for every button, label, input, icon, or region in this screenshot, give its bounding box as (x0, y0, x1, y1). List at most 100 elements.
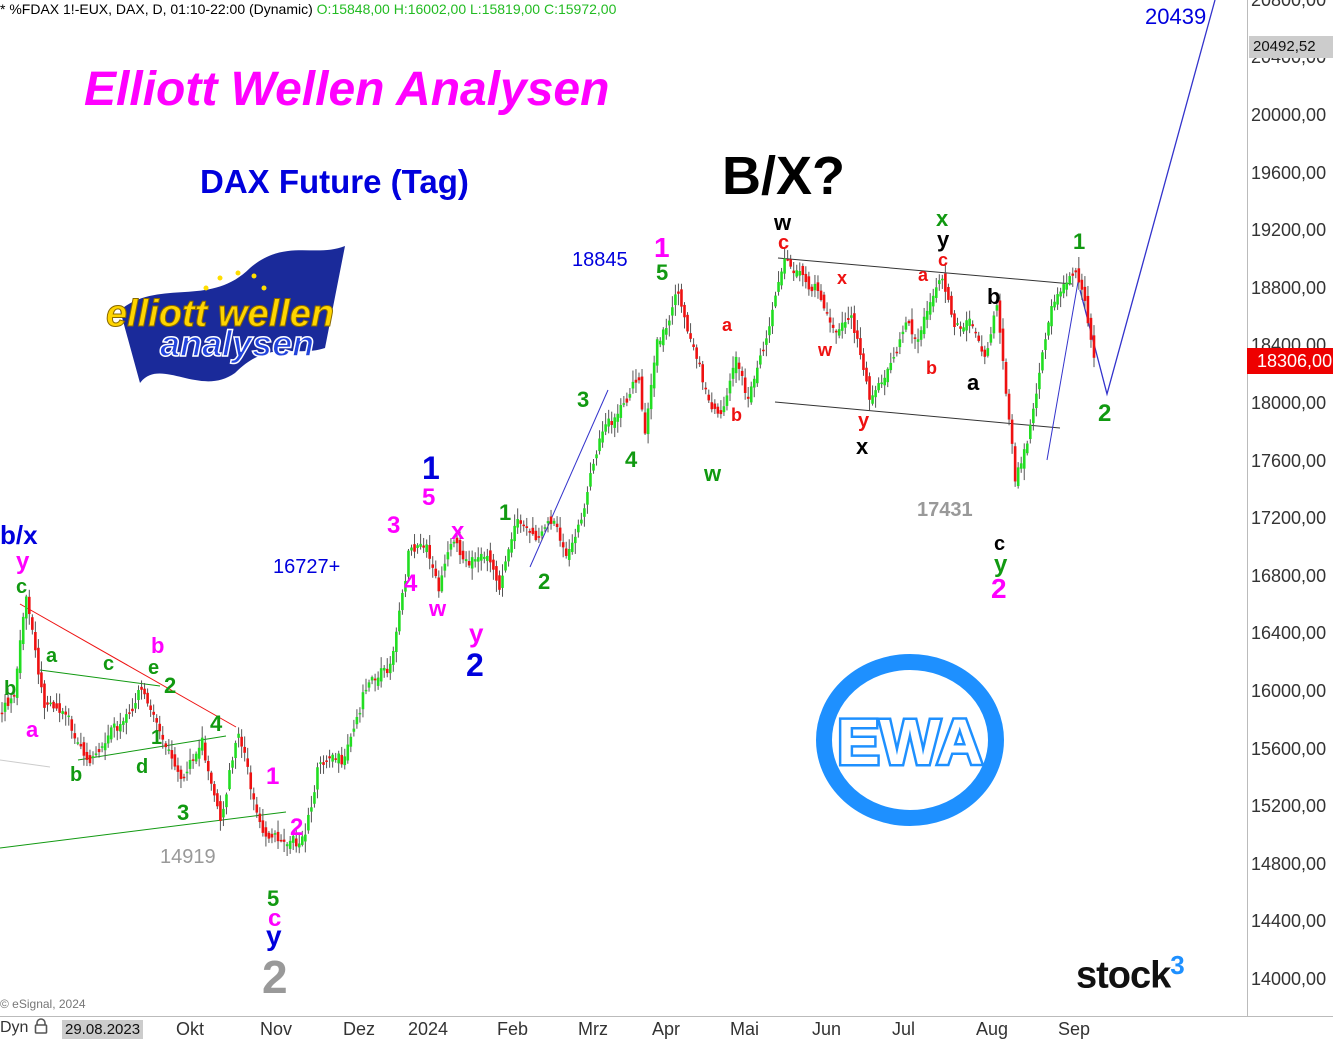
candle-body (1059, 291, 1062, 297)
candle-body (992, 315, 996, 334)
wave-label: c (938, 250, 949, 270)
candle-body (549, 516, 553, 524)
candle-body (301, 836, 304, 845)
candle-body (316, 767, 319, 790)
candle-body (840, 322, 844, 331)
candle-body (962, 327, 965, 332)
candle-body (28, 596, 31, 615)
candle-body (492, 559, 495, 570)
chart-subtitle: DAX Future (Tag) (200, 163, 469, 200)
candle-body (325, 760, 328, 762)
candle-body (768, 326, 771, 336)
wave-label: 2 (991, 573, 1007, 604)
candle-body (361, 692, 365, 710)
candle-body (628, 394, 632, 398)
candle-body (249, 772, 253, 790)
candle-body (1092, 335, 1096, 358)
candle-body (1013, 446, 1017, 482)
candle-body (49, 702, 52, 705)
price-tick-label: 16000,00 (1251, 681, 1327, 701)
candle-body (1065, 282, 1068, 290)
candle-body (97, 749, 101, 753)
candle-body (1056, 294, 1059, 305)
candle-body (519, 520, 522, 524)
start-date: 29.08.2023 (62, 1020, 144, 1039)
wave-label: x (451, 518, 465, 545)
candle-body (546, 521, 550, 524)
candle-body (598, 438, 601, 452)
candle-body (146, 692, 149, 704)
candle-body (167, 749, 171, 751)
candle-body (252, 793, 256, 800)
lock-icon[interactable] (34, 1018, 48, 1034)
candle-body (646, 408, 650, 435)
candle-body (1029, 424, 1032, 440)
trendlines (0, 0, 1216, 849)
candle-body (373, 678, 377, 681)
candle-body (868, 376, 871, 400)
candle-body (337, 753, 340, 764)
candle-body (731, 367, 735, 379)
candle-body (182, 776, 186, 779)
candle-body (798, 271, 802, 276)
candle-body (558, 527, 562, 541)
candle-body (106, 735, 110, 744)
candle-body (807, 276, 811, 290)
candle-body (1016, 467, 1020, 487)
wave-label: w (818, 340, 833, 360)
trendline-green-upper (39, 669, 161, 687)
candles-group (0, 248, 1096, 857)
candle-body (470, 557, 474, 569)
candle-body (407, 550, 410, 577)
candle-body (1032, 408, 1035, 424)
candle-body (507, 549, 510, 562)
candle-body (649, 384, 653, 410)
wave-label: 3 (177, 800, 190, 825)
wave-label: 5 (656, 260, 669, 285)
wave-label: a (46, 645, 58, 667)
candle-body (658, 340, 662, 345)
candle-body (959, 326, 962, 329)
candle-body (388, 663, 392, 674)
price-tick-label: 16800,00 (1251, 565, 1327, 586)
candle-body (331, 754, 334, 762)
price-axis[interactable] (1247, 0, 1333, 1016)
candle-body (112, 723, 116, 728)
candle-body (619, 405, 623, 418)
candle-body (161, 734, 165, 740)
candle-body (392, 650, 395, 665)
candle-body (622, 403, 626, 405)
candle-body (941, 278, 944, 281)
wave-label: 2 (466, 647, 484, 683)
candle-body (428, 545, 431, 559)
elliott-wellen-logo: elliott wellen analysen (106, 246, 345, 383)
candle-body (616, 413, 620, 422)
candle-body (1044, 339, 1047, 350)
candle-body (564, 548, 568, 556)
trendline-blue-recent (1046, 281, 1079, 461)
candle-body (473, 559, 477, 562)
candle-body (543, 527, 547, 529)
wave-label: y (994, 551, 1008, 578)
candle-body (304, 834, 307, 842)
candle-body (661, 329, 665, 346)
candle-body (880, 382, 883, 385)
candle-body (862, 353, 865, 370)
wave-label: 1 (266, 763, 280, 790)
candle-body (476, 557, 480, 562)
candle-body (422, 545, 425, 548)
candle-body (288, 840, 292, 849)
date-axis[interactable] (0, 1016, 1333, 1040)
candle-body (655, 339, 659, 366)
wave-label: 4 (210, 711, 223, 736)
candle-body (907, 320, 911, 324)
candle-body (1077, 268, 1081, 283)
candle-body (698, 362, 701, 365)
candle-body (871, 395, 874, 404)
candle-body (43, 683, 46, 708)
wave-label: c (103, 653, 115, 675)
wave-label: 3 (387, 512, 401, 539)
candle-body (219, 801, 222, 821)
wave-label: e (148, 657, 160, 679)
wave-label: y (266, 920, 282, 951)
